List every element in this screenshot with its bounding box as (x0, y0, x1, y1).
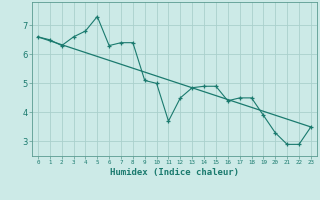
X-axis label: Humidex (Indice chaleur): Humidex (Indice chaleur) (110, 168, 239, 177)
